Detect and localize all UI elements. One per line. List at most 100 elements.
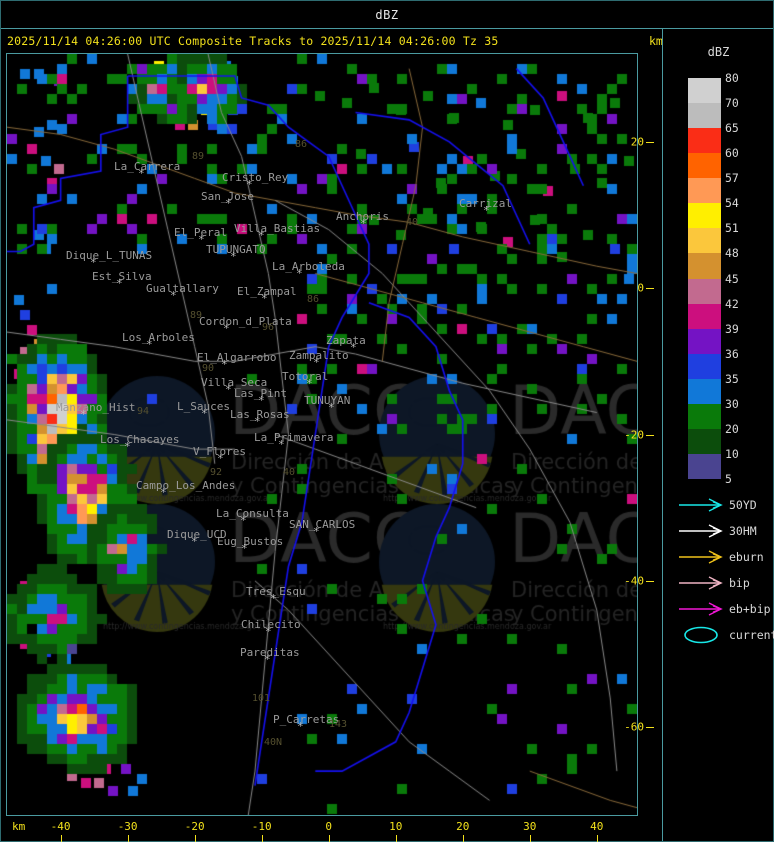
y-axis-tick-mark	[646, 288, 654, 290]
track-legend-label: eb+bip	[729, 602, 771, 616]
dbz-colorbar[interactable]	[688, 78, 721, 479]
place-label: Chilecito	[241, 618, 301, 631]
x-axis-units-label: km	[12, 820, 26, 833]
place-label: Las_Rosas	[230, 408, 290, 421]
place-label: Villa_Seca	[201, 376, 268, 389]
place-label: SAN_CARLOS	[289, 518, 356, 531]
place-marker-icon: *	[198, 233, 205, 246]
colorbar-band-70	[688, 103, 721, 129]
track-legend-item-eb-bip[interactable]: eb+bip	[677, 596, 774, 622]
colorbar-band-48	[688, 253, 721, 279]
track-arrow-icon	[679, 498, 723, 512]
place-label: Campo_Los_Andes	[136, 479, 236, 492]
colorbar-label-36: 36	[725, 346, 739, 361]
radar-plot-frame[interactable]: La_Carrera * Cristo_Rey * San_Jose * Villa_Bas…	[6, 53, 638, 816]
place-marker-icon: *	[191, 535, 198, 548]
x-axis-tick-mark	[261, 835, 263, 842]
place-marker-icon: *	[223, 322, 230, 335]
track-legend-item-bip[interactable]: bip	[677, 570, 774, 596]
place-marker-icon: *	[483, 204, 490, 217]
route-label-86: 86	[295, 139, 308, 150]
route-label-40: 40	[283, 467, 296, 478]
colorbar-label-65: 65	[725, 121, 739, 136]
place-label: La_Arboleda	[272, 260, 345, 273]
place-marker-icon: *	[80, 408, 87, 421]
y-axis-tick--60: -60	[624, 720, 644, 734]
colorbar-band-10	[688, 453, 721, 479]
route-label-101: 101	[252, 693, 271, 704]
x-axis-tick-30: 30	[523, 820, 537, 833]
track-legend-item-eburn[interactable]: eburn	[677, 544, 774, 570]
track-arrow-icon	[679, 602, 723, 616]
place-label: Eug_Bustos	[217, 535, 284, 548]
x-axis-tick-mark	[462, 835, 464, 842]
x-axis-tick-mark	[529, 835, 531, 842]
place-marker-icon: *	[306, 377, 313, 390]
colorbar-label-20: 20	[725, 421, 739, 436]
place-marker-icon: *	[296, 267, 303, 280]
colorbar-band-42	[688, 303, 721, 329]
track-legend-label: 30HM	[729, 524, 757, 538]
track-legend-label: 50YD	[729, 498, 757, 512]
place-marker-icon: *	[225, 383, 232, 396]
colorbar-label-35: 35	[725, 371, 739, 386]
y-axis-tick--20: -20	[624, 428, 644, 441]
colorbar-band-45	[688, 278, 721, 304]
colorbar-label-5: 5	[725, 472, 732, 486]
x-axis-tick-20: 20	[456, 820, 470, 833]
place-marker-icon: *	[258, 229, 265, 242]
place-marker-icon: *	[170, 289, 177, 302]
place-marker-icon: *	[225, 197, 232, 210]
window-title-bar: dBZ	[1, 1, 773, 29]
x-axis-tick-mark	[60, 835, 62, 842]
y-axis-tick-0: 0	[637, 281, 644, 295]
place-marker-icon: *	[240, 514, 247, 527]
place-marker-icon: *	[270, 592, 277, 605]
place-label: TUNUYAN	[304, 394, 351, 407]
x-axis-tick-mark	[127, 835, 129, 842]
place-label: Dique_UCD	[167, 528, 227, 541]
place-marker-icon: *	[261, 292, 268, 305]
status-line: 2025/11/14 04:26:00 UTC Composite Tracks…	[7, 34, 499, 48]
place-label: Est_Silva	[92, 270, 152, 283]
y-axis-tick-mark	[646, 434, 654, 436]
colorbar-band-80	[688, 78, 721, 104]
place-marker-icon: *	[146, 338, 153, 351]
colorbar-label-30: 30	[725, 396, 739, 411]
place-label: La_Primavera	[254, 431, 334, 444]
track-legend: 50YD 30HM eburn bip eb+bip current	[677, 492, 774, 648]
colorbar-label-60: 60	[725, 146, 739, 161]
track-arrow-icon	[679, 550, 723, 564]
place-marker-icon: *	[160, 486, 167, 499]
place-label: Zampalito	[289, 349, 349, 362]
route-label-40: 40	[406, 217, 419, 228]
radar-reflectivity-canvas[interactable]	[7, 54, 637, 815]
track-legend-item-30hm[interactable]: 30HM	[677, 518, 774, 544]
place-label: El_Peral	[174, 226, 227, 239]
place-label: Carrizal	[459, 197, 512, 210]
place-marker-icon: *	[328, 401, 335, 414]
track-legend-label: bip	[729, 576, 750, 590]
place-marker-icon: *	[124, 440, 131, 453]
place-marker-icon: *	[350, 341, 357, 354]
track-legend-label: eburn	[729, 550, 764, 564]
track-legend-item-current[interactable]: current	[677, 622, 774, 648]
place-marker-icon: *	[241, 542, 248, 555]
place-marker-icon: *	[264, 653, 271, 666]
colorbar-label-54: 54	[725, 196, 739, 211]
y-axis-tick--40: -40	[624, 574, 644, 588]
colorbar-band-65	[688, 128, 721, 154]
radar-panel: 2025/11/14 04:26:00 UTC Composite Tracks…	[1, 29, 663, 842]
place-marker-icon: *	[138, 167, 145, 180]
track-arrow-icon	[679, 524, 723, 538]
colorbar-band-36	[688, 353, 721, 379]
route-label-89: 89	[192, 151, 205, 162]
x-axis-tick--30: -30	[117, 820, 138, 833]
colorbar-band-51	[688, 228, 721, 254]
track-arrow-icon	[679, 576, 723, 590]
track-legend-item-50yd[interactable]: 50YD	[677, 492, 774, 518]
place-marker-icon: *	[278, 438, 285, 451]
colorbar-label-39: 39	[725, 321, 739, 336]
place-label: La_Carrera	[114, 160, 181, 173]
colorbar-title: dBZ	[707, 45, 730, 59]
